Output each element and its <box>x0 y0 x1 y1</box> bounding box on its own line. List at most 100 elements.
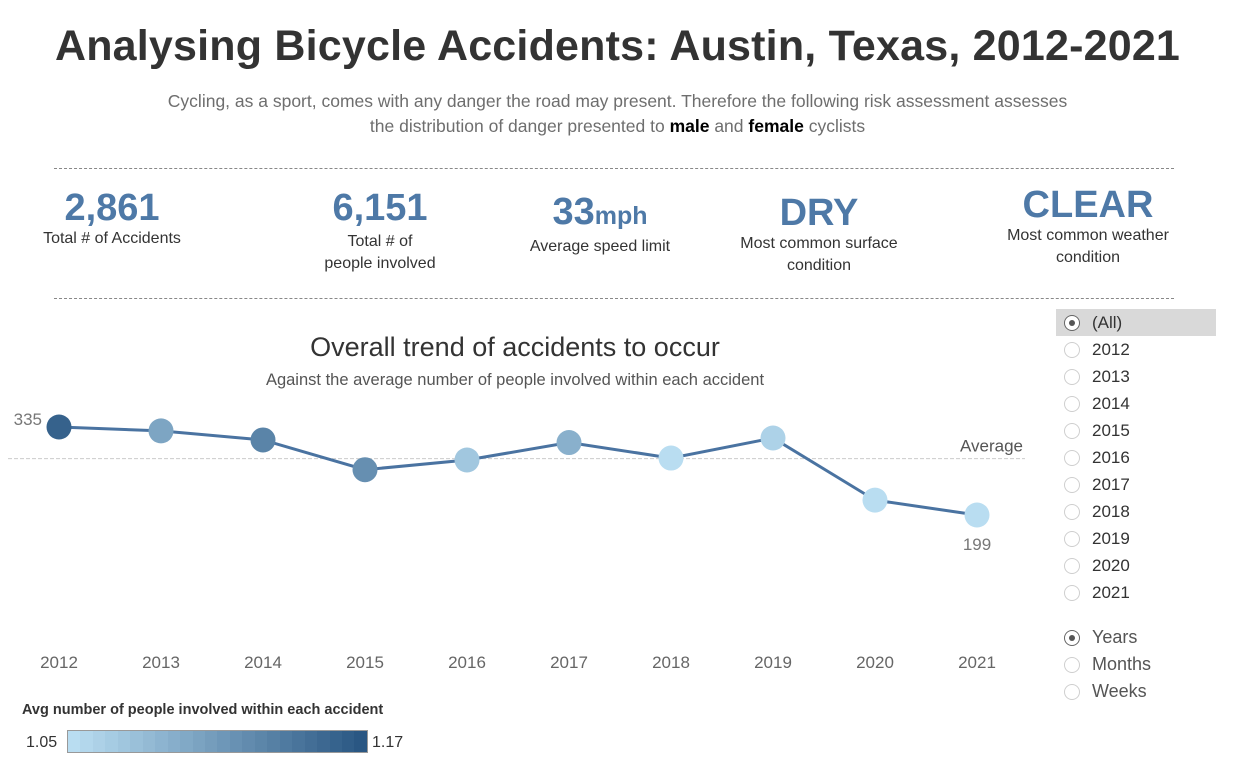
granularity-filter: Years Months Weeks <box>1056 624 1216 705</box>
radio-button-icon[interactable] <box>1064 530 1080 547</box>
granularity-option[interactable]: Weeks <box>1056 678 1216 705</box>
data-point-2012[interactable] <box>46 414 72 440</box>
color-legend-step <box>229 731 243 752</box>
chart-subtitle: Against the average number of people inv… <box>265 371 765 389</box>
year-option[interactable]: 2014 <box>1056 390 1216 417</box>
data-point-2013[interactable] <box>148 418 174 444</box>
point-value-label: 199 <box>963 535 991 554</box>
x-tick-label: 2019 <box>754 653 792 672</box>
dashboard-subtitle: Cycling, as a sport, comes with any dang… <box>0 89 1235 139</box>
radio-button-icon[interactable] <box>1064 683 1080 700</box>
color-legend-min: 1.05 <box>26 734 58 751</box>
x-tick-label: 2021 <box>958 653 996 672</box>
data-point-2019[interactable] <box>760 425 786 451</box>
subtitle-line-2: the distribution of danger presented to … <box>0 114 1235 139</box>
subtitle-line-1: Cycling, as a sport, comes with any dang… <box>167 91 1068 111</box>
trend-line <box>58 425 978 517</box>
year-filter: (All) 2012 2013 2014 2015 2016 2017 2018 2019 202… <box>1056 309 1216 606</box>
color-legend-step <box>304 731 318 752</box>
data-point-2020[interactable] <box>862 487 888 513</box>
color-legend-step <box>204 731 218 752</box>
year-option[interactable]: 2018 <box>1056 498 1216 525</box>
radio-button-icon[interactable] <box>1064 314 1080 331</box>
color-legend-step <box>167 731 181 752</box>
kpi-label: Average speed limit <box>529 238 671 255</box>
color-legend-step <box>155 731 168 752</box>
color-legend-title: Avg number of people involved within eac… <box>22 702 384 718</box>
year-option-label: 2013 <box>1092 366 1130 386</box>
color-legend-step <box>354 731 367 752</box>
granularity-option[interactable]: Years <box>1056 624 1216 651</box>
x-tick-label: 2015 <box>346 653 384 672</box>
color-legend-step <box>292 731 305 752</box>
year-option-label: 2019 <box>1092 528 1130 548</box>
kpi-value: CLEAR <box>1022 184 1154 226</box>
radio-button-icon[interactable] <box>1064 476 1080 493</box>
radio-button-icon[interactable] <box>1064 557 1080 574</box>
color-legend-step <box>317 731 330 752</box>
kpi-label: Most common weather <box>1007 227 1169 244</box>
dashboard-title: Analysing Bicycle Accidents: Austin, Tex… <box>54 22 1181 70</box>
x-tick-label: 2014 <box>244 653 282 672</box>
radio-button-icon[interactable] <box>1064 656 1080 673</box>
data-point-2018[interactable] <box>658 445 684 471</box>
radio-button-icon[interactable] <box>1064 629 1080 646</box>
subtitle-text: the distribution of danger presented to <box>369 116 670 136</box>
subtitle-text: cyclists <box>803 116 866 136</box>
year-option[interactable]: 2020 <box>1056 552 1216 579</box>
year-option-label: 2017 <box>1092 474 1130 494</box>
kpi-value: 2,861 <box>64 187 160 229</box>
year-option-label: 2018 <box>1092 501 1130 521</box>
granularity-option[interactable]: Months <box>1056 651 1216 678</box>
year-option[interactable]: 2021 <box>1056 579 1216 606</box>
radio-button-icon[interactable] <box>1064 584 1080 601</box>
color-legend-step <box>92 731 106 752</box>
color-legend-step <box>217 731 230 752</box>
color-legend-step <box>279 731 293 752</box>
year-option-label: 2020 <box>1092 555 1130 575</box>
x-tick-label: 2016 <box>448 653 486 672</box>
color-legend-step <box>80 731 93 752</box>
point-value-label: 335 <box>14 410 42 429</box>
data-point-2021[interactable] <box>964 502 990 528</box>
kpi-value: DRY <box>779 192 859 234</box>
kpi-label: condition <box>786 257 852 274</box>
year-option[interactable]: 2016 <box>1056 444 1216 471</box>
color-legend-step <box>105 731 118 752</box>
data-point-2015[interactable] <box>352 457 378 483</box>
year-option-label: 2015 <box>1092 420 1130 440</box>
data-point-2014[interactable] <box>250 427 276 453</box>
color-legend-step <box>242 731 255 752</box>
year-option[interactable]: 2017 <box>1056 471 1216 498</box>
year-option[interactable]: 2012 <box>1056 336 1216 363</box>
kpi-surface-condition: DRY Most common surface condition <box>719 193 919 277</box>
year-option-label: 2016 <box>1092 447 1130 467</box>
year-option-label: 2021 <box>1092 582 1130 602</box>
year-option[interactable]: (All) <box>1056 309 1216 336</box>
color-legend-step <box>130 731 143 752</box>
color-legend-step <box>329 731 342 752</box>
color-legend-step <box>341 731 355 752</box>
data-point-2016[interactable] <box>454 447 480 473</box>
radio-button-icon[interactable] <box>1064 395 1080 412</box>
kpi-label: people involved <box>324 255 436 272</box>
year-option[interactable]: 2013 <box>1056 363 1216 390</box>
kpi-label: Total # of <box>347 233 413 250</box>
subtitle-female: female <box>748 116 804 136</box>
color-legend-max: 1.17 <box>372 734 404 751</box>
radio-button-icon[interactable] <box>1064 422 1080 439</box>
data-point-2017[interactable] <box>556 430 582 456</box>
year-option[interactable]: 2015 <box>1056 417 1216 444</box>
subtitle-text: and <box>709 116 749 136</box>
color-legend-step <box>180 731 193 752</box>
line-chart: Average 2012 2013 2014 2015 2016 2017 2018 2019… <box>8 410 1025 672</box>
radio-button-icon[interactable] <box>1064 503 1080 520</box>
radio-button-icon[interactable] <box>1064 368 1080 385</box>
year-option-label: 2012 <box>1092 339 1130 359</box>
radio-button-icon[interactable] <box>1064 449 1080 466</box>
kpi-label: Total # of Accidents <box>43 230 181 247</box>
radio-button-icon[interactable] <box>1064 341 1080 358</box>
chart-title: Overall trend of accidents to occur <box>310 332 720 362</box>
granularity-option-label: Months <box>1092 654 1152 674</box>
year-option[interactable]: 2019 <box>1056 525 1216 552</box>
